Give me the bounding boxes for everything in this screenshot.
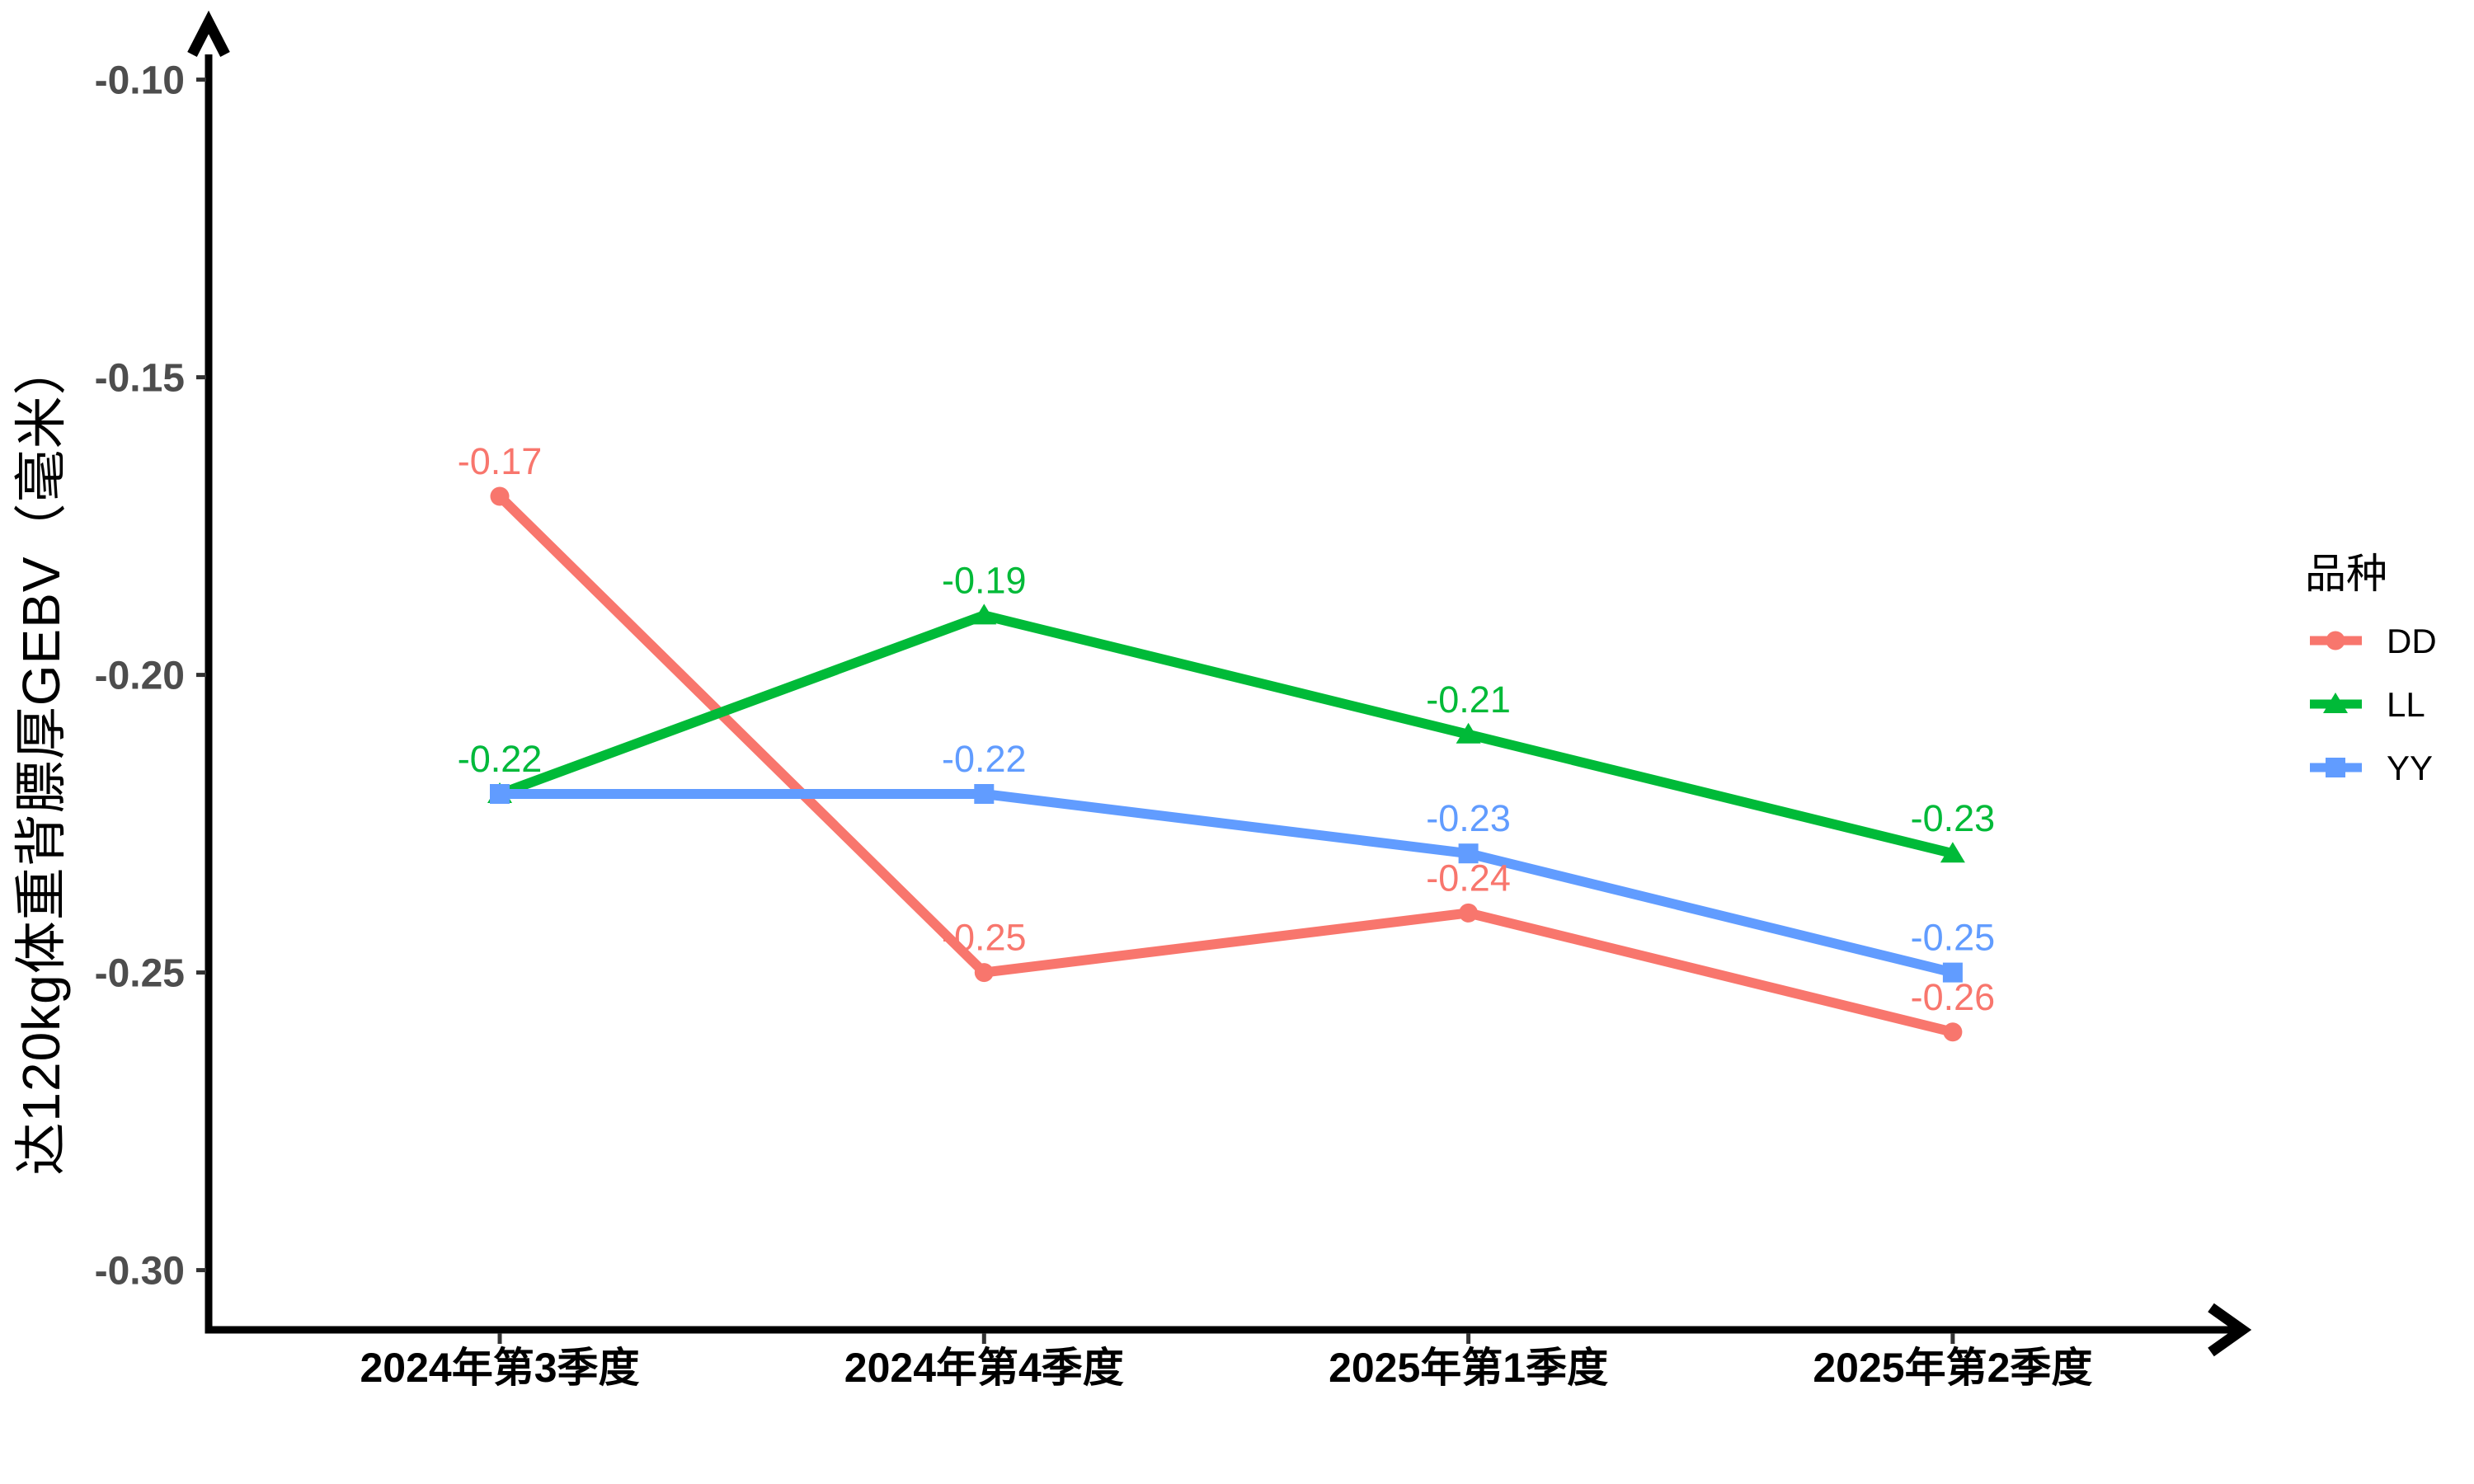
- data-point-label: -0.23: [1426, 797, 1511, 839]
- series-labels-DD: -0.17 -0.25 -0.24 -0.26: [458, 440, 1995, 1018]
- data-point-circle-icon: [490, 486, 510, 506]
- legend-item-label: LL: [2387, 685, 2425, 724]
- data-point-label: -0.25: [1911, 917, 1996, 959]
- y-axis-arrow-icon: [187, 10, 230, 57]
- series-line-YY: [500, 789, 1954, 978]
- data-point-square-icon: [1942, 962, 1963, 983]
- series-DD: [490, 486, 1963, 1042]
- series-labels-YY: -0.22 -0.22 -0.23 -0.25: [458, 738, 1995, 959]
- legend-item-LL: LL: [2310, 685, 2425, 724]
- data-point-label: -0.19: [942, 559, 1027, 601]
- data-point-circle-icon: [2326, 631, 2345, 650]
- legend-item-label: DD: [2387, 622, 2437, 660]
- y-tick-label: -0.10: [95, 59, 185, 103]
- series-YY: [490, 784, 1963, 983]
- x-tick-label: 2024年第4季度: [844, 1345, 1124, 1391]
- data-point-label: -0.17: [458, 440, 543, 482]
- data-point-label: -0.22: [942, 738, 1027, 780]
- series-labels-LL: -0.22 -0.19 -0.21 -0.23: [458, 559, 1995, 839]
- y-axis-title: 达120kg体重背膘厚GEBV（毫米）: [12, 341, 71, 1175]
- legend-title: 品种: [2305, 551, 2387, 597]
- data-point-square-icon: [974, 784, 995, 804]
- data-point-label: -0.22: [458, 738, 543, 780]
- y-tick-label: -0.20: [95, 655, 185, 698]
- legend-item-label: YY: [2387, 749, 2433, 787]
- data-point-circle-icon: [1943, 1022, 1963, 1042]
- data-point-circle-icon: [974, 963, 994, 983]
- data-point-triangle-icon: [1940, 842, 1965, 863]
- data-point-label: -0.26: [1911, 976, 1996, 1018]
- data-point-triangle-icon: [1456, 722, 1481, 744]
- y-tick-label: -0.30: [95, 1250, 185, 1294]
- y-tick-label: -0.25: [95, 952, 185, 996]
- x-axis-arrow-icon: [2208, 1303, 2252, 1357]
- data-point-label: -0.22: [458, 738, 543, 780]
- data-point-label: -0.23: [1911, 797, 1996, 839]
- x-tick-label: 2024年第3季度: [360, 1345, 639, 1391]
- data-point-square-icon: [2326, 758, 2345, 777]
- x-tick-label: 2025年第1季度: [1329, 1345, 1608, 1391]
- data-point-label: -0.21: [1426, 679, 1511, 721]
- x-tick-label: 2025年第2季度: [1813, 1345, 2092, 1391]
- data-point-triangle-icon: [2323, 693, 2348, 713]
- data-point-square-icon: [1458, 843, 1479, 864]
- data-point-circle-icon: [1459, 903, 1479, 923]
- legend-item-DD: DD: [2310, 622, 2437, 660]
- axes: -0.10 -0.15 -0.20 -0.25 -0.30 2024年第3季度 2024年第…: [95, 10, 2252, 1391]
- series-line-DD: [496, 492, 1954, 1037]
- legend-item-YY: YY: [2310, 749, 2433, 787]
- data-point-triangle-icon: [971, 603, 997, 625]
- data-point-label: -0.24: [1426, 857, 1511, 899]
- series-line-LL: [497, 610, 1954, 859]
- data-point-label: -0.25: [942, 917, 1027, 959]
- data-point-square-icon: [490, 784, 510, 804]
- y-tick-label: -0.15: [95, 357, 185, 401]
